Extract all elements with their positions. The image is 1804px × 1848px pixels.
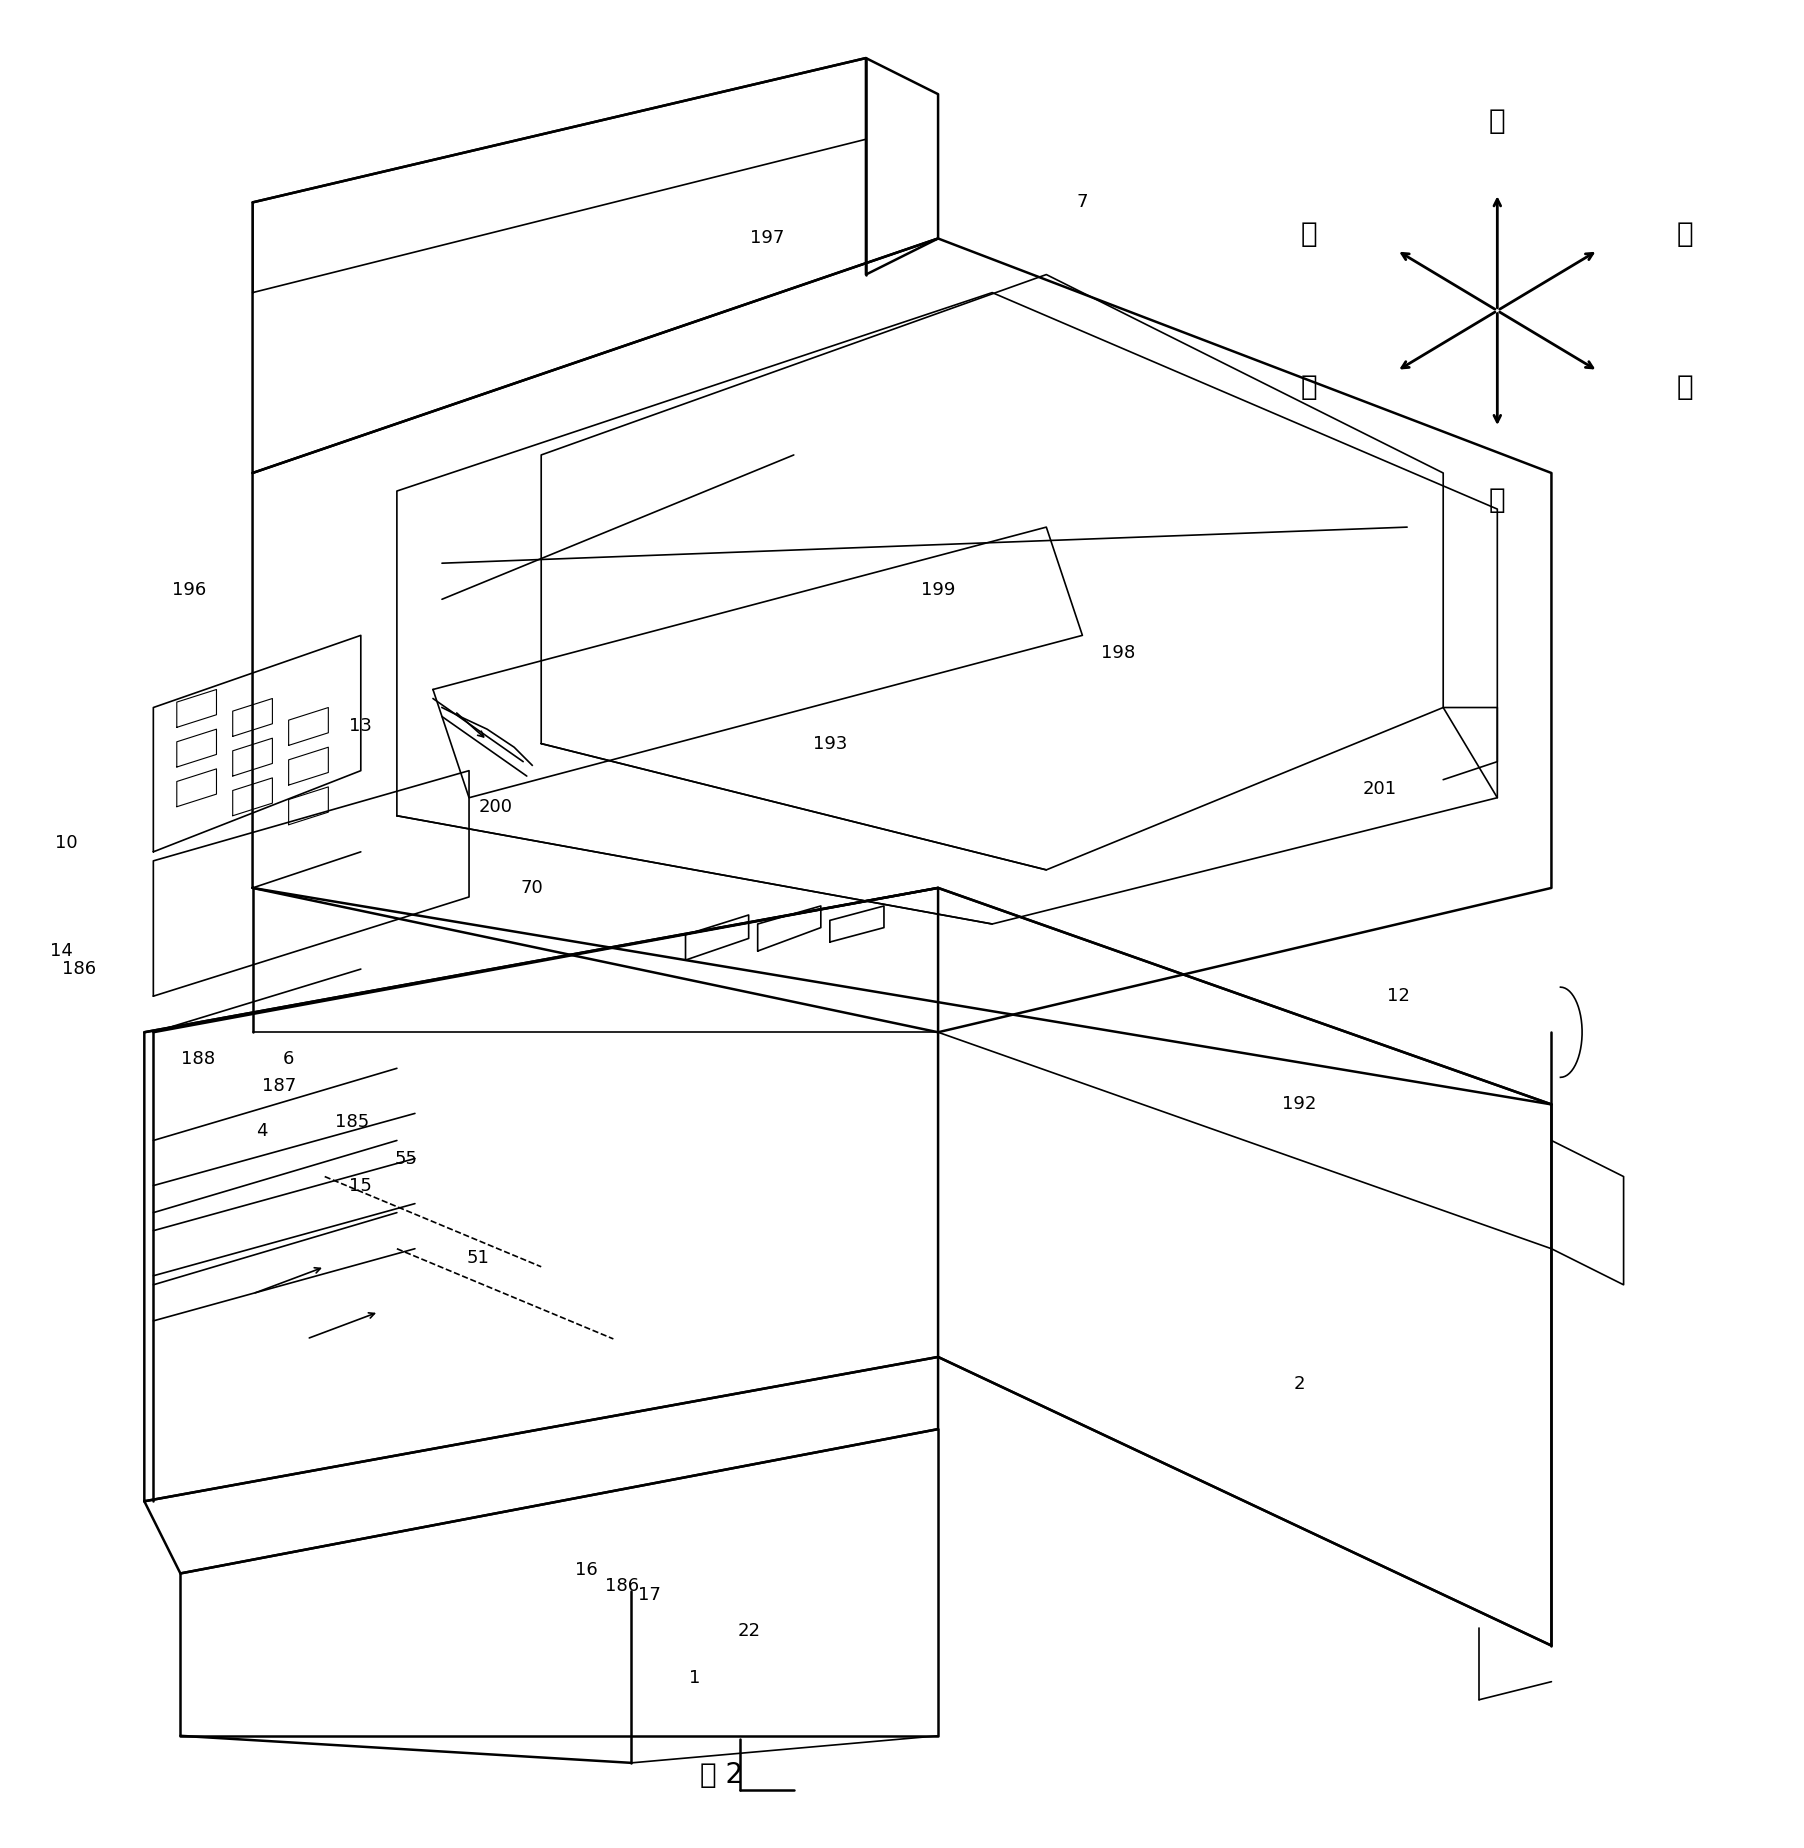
Text: 200: 200 xyxy=(480,798,512,815)
Text: 12: 12 xyxy=(1387,987,1409,1005)
Text: 10: 10 xyxy=(56,833,78,852)
Text: 6: 6 xyxy=(283,1050,294,1068)
Text: 14: 14 xyxy=(51,942,72,961)
Text: 前: 前 xyxy=(1301,373,1317,401)
Text: 186: 186 xyxy=(606,1576,639,1595)
Text: 51: 51 xyxy=(467,1249,489,1266)
Text: 185: 185 xyxy=(336,1114,368,1131)
Text: 199: 199 xyxy=(920,582,956,599)
Text: 下: 下 xyxy=(1488,486,1506,514)
Text: 图 2: 图 2 xyxy=(700,1761,743,1789)
Text: 193: 193 xyxy=(812,736,848,752)
Text: 上: 上 xyxy=(1488,107,1506,135)
Text: 187: 187 xyxy=(263,1077,296,1096)
Text: 15: 15 xyxy=(350,1177,372,1194)
Text: 1: 1 xyxy=(689,1669,700,1687)
Text: 17: 17 xyxy=(639,1586,660,1604)
Text: 左: 左 xyxy=(1301,220,1317,248)
Text: 70: 70 xyxy=(521,880,543,896)
Text: 196: 196 xyxy=(173,582,206,599)
Text: 22: 22 xyxy=(738,1623,759,1641)
Text: 198: 198 xyxy=(1102,645,1135,662)
Text: 右: 右 xyxy=(1678,373,1694,401)
Text: 192: 192 xyxy=(1281,1096,1317,1112)
Text: 4: 4 xyxy=(256,1122,267,1140)
Text: 7: 7 xyxy=(1077,194,1088,211)
Text: 2: 2 xyxy=(1293,1375,1304,1393)
Text: 后: 后 xyxy=(1678,220,1694,248)
Text: 13: 13 xyxy=(350,717,372,734)
Text: 186: 186 xyxy=(63,961,96,978)
Text: 188: 188 xyxy=(182,1050,215,1068)
Text: 16: 16 xyxy=(575,1562,597,1578)
Text: 197: 197 xyxy=(749,229,785,248)
Text: 201: 201 xyxy=(1364,780,1396,798)
Text: 55: 55 xyxy=(395,1149,417,1168)
